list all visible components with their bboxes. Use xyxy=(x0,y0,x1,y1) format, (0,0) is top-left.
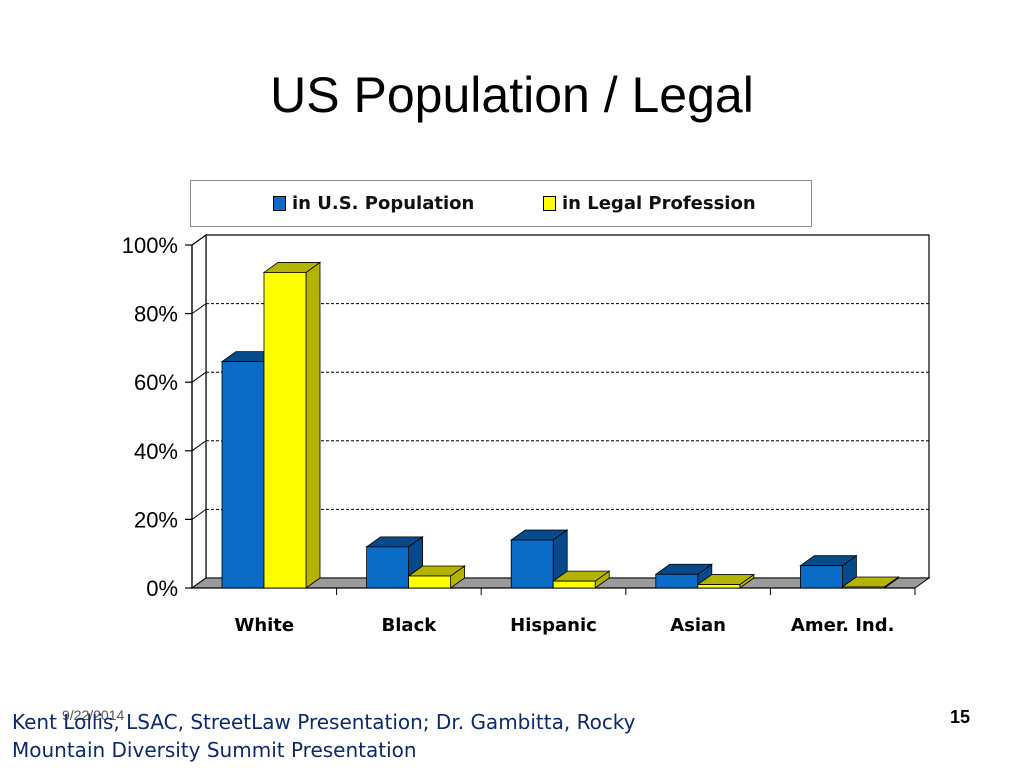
legend-item-legal: in Legal Profession xyxy=(543,193,756,214)
chart-side-wall xyxy=(191,233,207,590)
legend-swatch-population xyxy=(273,196,286,211)
bar-population xyxy=(221,361,265,589)
bar-chart: 0% 20% 40% 60% 80% 100% White Black Hispanic Asia… xyxy=(122,233,931,636)
gridline-side xyxy=(191,508,207,520)
gridline-side xyxy=(191,234,207,246)
y-tick-label: 60% xyxy=(134,370,178,395)
legend-label-population: in U.S. Population xyxy=(292,193,475,214)
y-tick-label: 0% xyxy=(146,576,178,601)
legend-label-legal: in Legal Profession xyxy=(562,193,756,214)
legend-item-population: in U.S. Population xyxy=(273,193,474,214)
bar-legal xyxy=(408,575,452,589)
page-number: 15 xyxy=(949,707,970,727)
bar-side-legal xyxy=(305,261,321,589)
x-tick-label: Asian xyxy=(670,615,726,636)
x-tick-label: White xyxy=(234,615,294,636)
chart-legend: in U.S. Population in Legal Profession xyxy=(190,180,812,227)
y-tick-label: 20% xyxy=(134,507,178,532)
gridline-side xyxy=(191,440,207,452)
x-tick-label: Hispanic xyxy=(510,615,597,636)
bar-population xyxy=(800,565,843,589)
footer-date: 9/22/2014 xyxy=(62,707,125,723)
bar-legal xyxy=(263,272,307,589)
bar-population xyxy=(655,573,699,589)
y-tick-label: 80% xyxy=(134,302,178,327)
bar-population xyxy=(510,539,554,589)
chart-back-wall xyxy=(205,234,930,579)
bar-legal xyxy=(697,584,741,589)
y-tick-label: 40% xyxy=(134,439,178,464)
bar-population xyxy=(366,546,410,589)
gridline-side xyxy=(191,303,207,315)
x-tick-label: Black xyxy=(382,615,438,636)
bar-legal xyxy=(552,580,596,589)
x-tick-label: Amer. Ind. xyxy=(791,615,895,636)
y-tick-label: 100% xyxy=(122,233,178,258)
legend-swatch-legal xyxy=(543,196,556,211)
gridline-side xyxy=(191,371,207,383)
slide-title: US Population / Legal xyxy=(270,67,754,123)
footer-source: Kent Lollis, LSAC, StreetLaw Presentatio… xyxy=(12,710,636,762)
bar-legal xyxy=(842,586,885,589)
